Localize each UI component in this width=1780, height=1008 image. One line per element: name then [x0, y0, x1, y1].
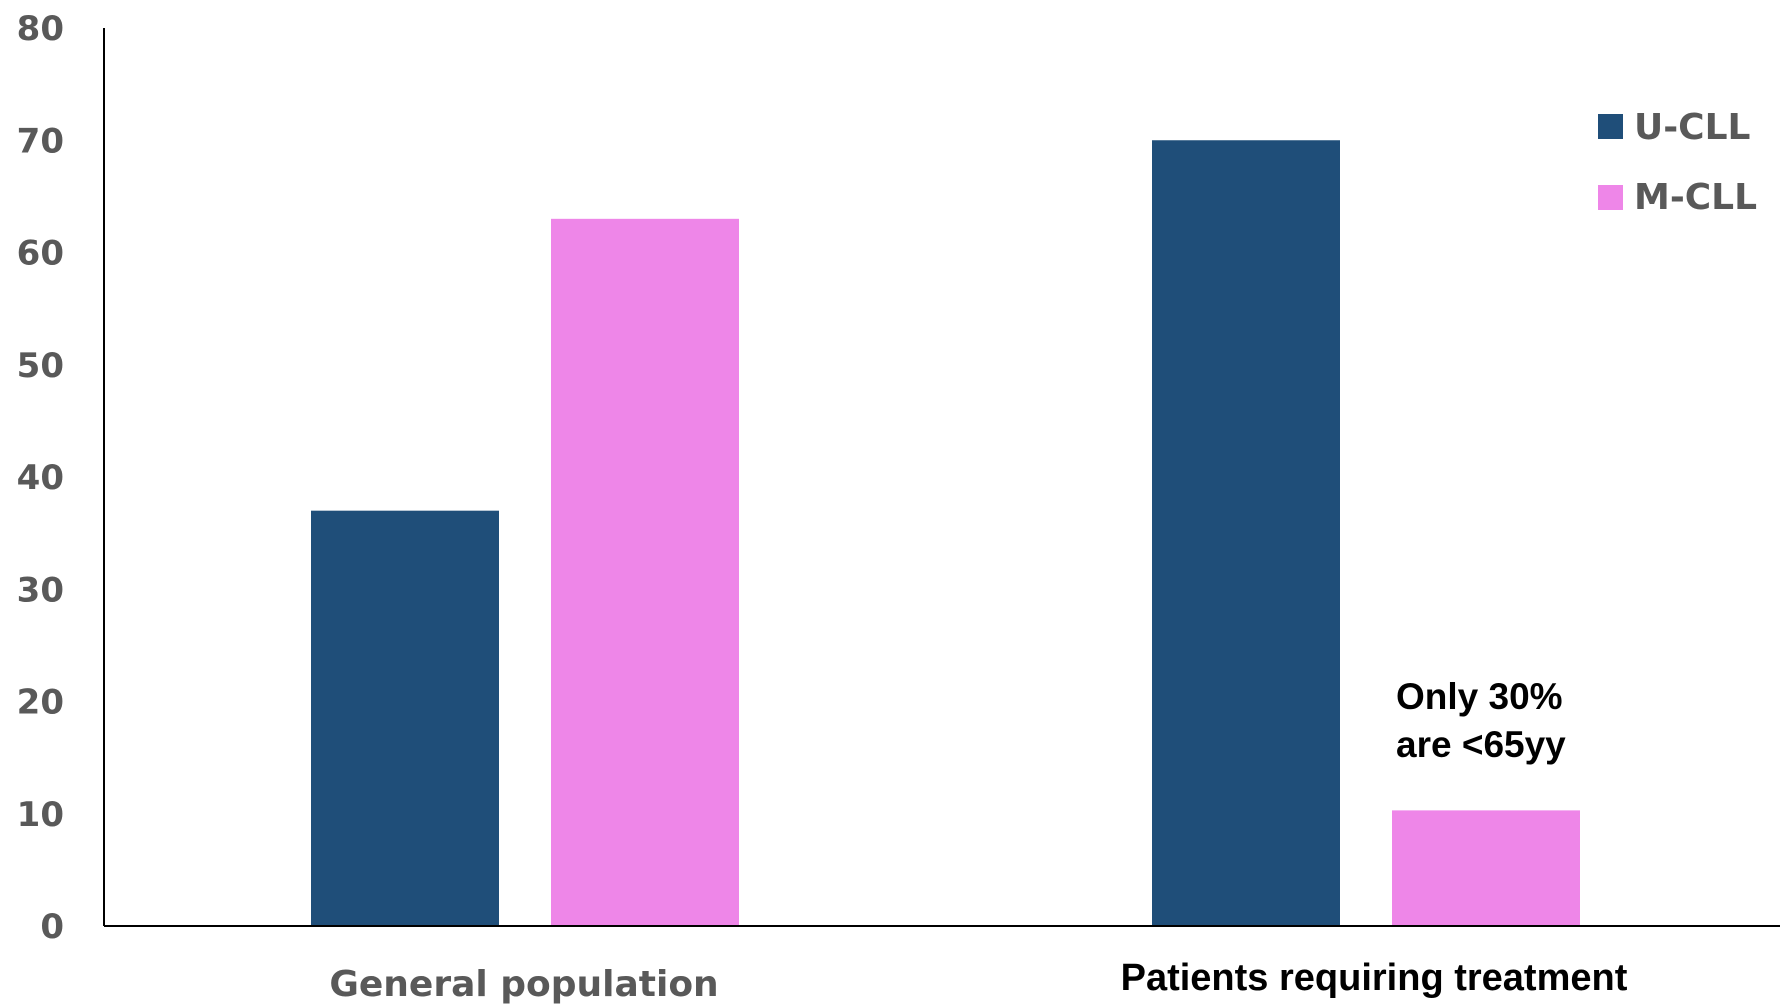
- y-tick-label-50: 50: [17, 346, 64, 386]
- y-tick-label-70: 70: [17, 121, 64, 161]
- bar-u-cll-patients-requiring-treatment: [1152, 140, 1340, 926]
- bar-u-cll-general-population: [311, 510, 499, 926]
- y-tick-label-30: 30: [17, 570, 64, 610]
- legend-swatch-m-cll: [1598, 185, 1623, 210]
- y-tick-label-40: 40: [17, 458, 64, 498]
- x-category-label-patients-requiring-treatment: Patients requiring treatment: [1121, 957, 1628, 999]
- annotation-line-1: Only 30%: [1396, 676, 1563, 717]
- x-category-label-general-population: General population: [329, 964, 718, 1005]
- bar-m-cll-general-population: [551, 218, 739, 926]
- y-tick-label-20: 20: [17, 683, 64, 723]
- bars: [311, 140, 1580, 926]
- annotation: Only 30% are <65yy: [1396, 676, 1566, 765]
- legend-swatch-u-cll: [1598, 114, 1623, 139]
- y-tick-label-0: 0: [40, 907, 64, 947]
- y-axis-ticks: 0 10 20 30 40 50 60 70 80: [17, 9, 64, 947]
- y-tick-label-80: 80: [17, 9, 64, 49]
- legend: U-CLL M-CLL: [1598, 107, 1757, 218]
- legend-label-u-cll: U-CLL: [1634, 107, 1750, 148]
- y-tick-label-60: 60: [17, 234, 64, 274]
- legend-label-m-cll: M-CLL: [1634, 177, 1757, 218]
- bar-m-cll-patients-requiring-treatment: [1392, 810, 1580, 926]
- y-tick-label-10: 10: [17, 795, 64, 835]
- annotation-line-2: are <65yy: [1396, 724, 1566, 765]
